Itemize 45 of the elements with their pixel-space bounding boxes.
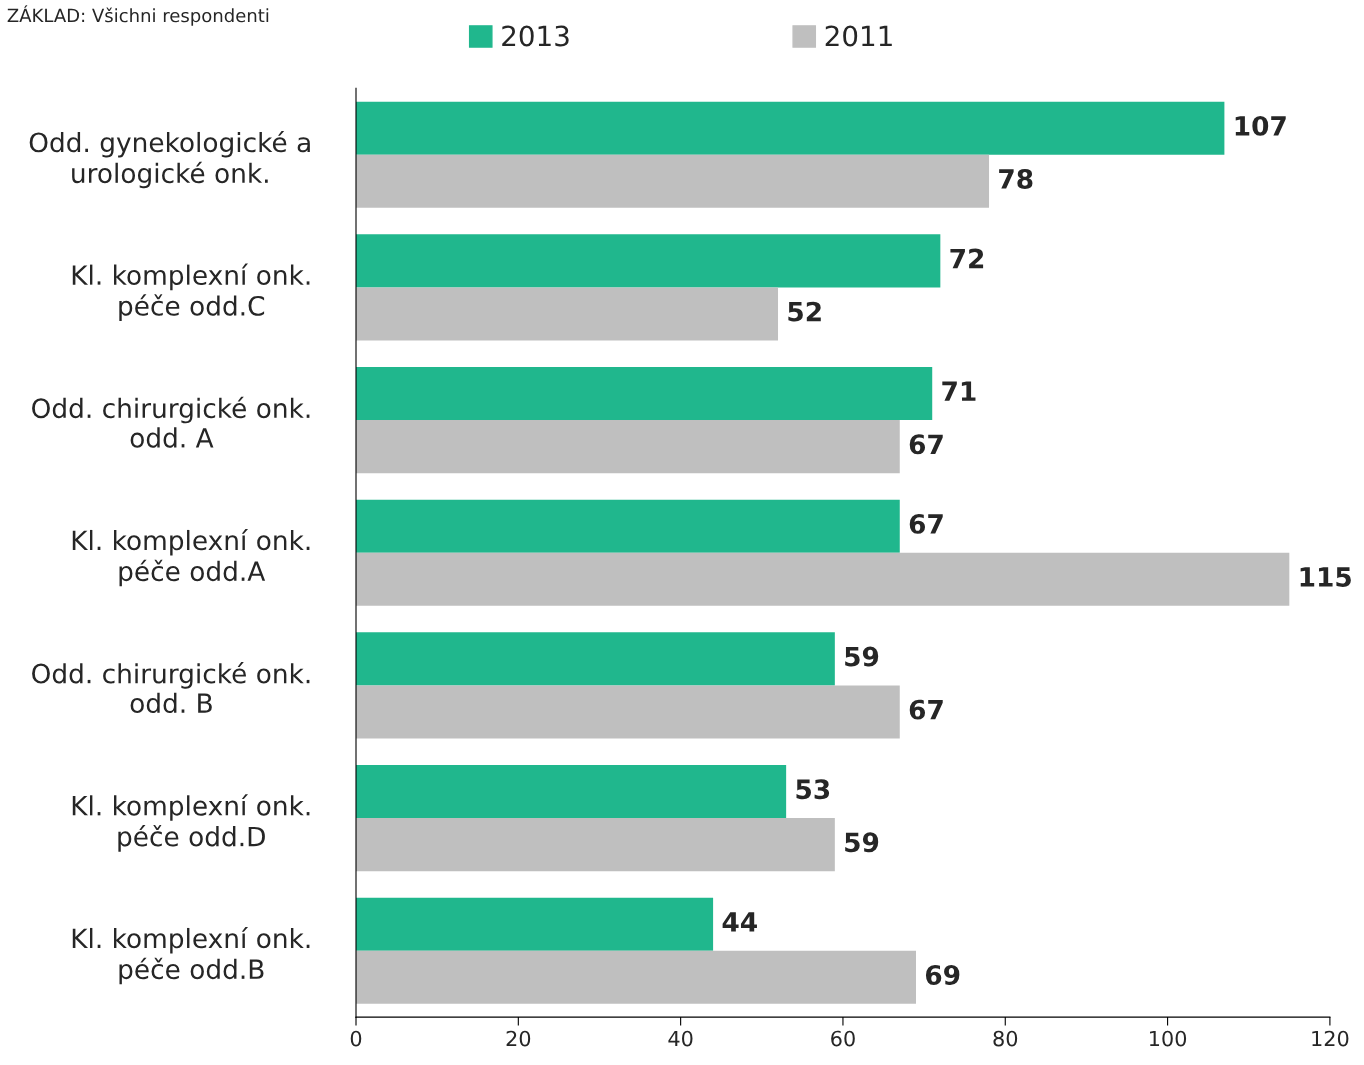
data-label: 115 — [1300, 567, 1351, 587]
bar — [356, 765, 787, 819]
bar — [356, 234, 941, 288]
data-label: 69 — [925, 965, 960, 985]
data-label: 52 — [788, 301, 821, 322]
data-label: 107 — [1235, 115, 1286, 136]
x-tick-label: 120 — [1312, 1030, 1349, 1047]
data-label: 59 — [845, 832, 879, 853]
y-tick-label: Kl. komplexní onk. péče odd.A — [72, 528, 310, 587]
y-tick-label: Kl. komplexní onk. péče odd.C — [72, 263, 310, 321]
data-label: 53 — [796, 779, 830, 800]
x-tick-label: 40 — [668, 1030, 693, 1047]
bar — [356, 154, 990, 208]
bar — [356, 950, 916, 1004]
bar — [356, 367, 933, 421]
x-tick-label: 80 — [993, 1030, 1018, 1047]
bar — [356, 685, 900, 739]
legend-label: 2013 — [502, 25, 569, 47]
y-tick-label: Odd. chirurgické onk. odd. B — [32, 662, 310, 714]
x-tick-label: 60 — [831, 1030, 855, 1047]
bar — [356, 499, 900, 553]
bar — [356, 897, 714, 951]
data-label: 67 — [909, 699, 943, 720]
x-tick-label: 20 — [506, 1030, 531, 1047]
y-tick-label: Kl. komplexní onk. péče odd.B — [72, 926, 310, 985]
data-label: 71 — [942, 381, 976, 401]
bar — [356, 818, 835, 872]
data-label: 67 — [909, 513, 943, 534]
data-label: 67 — [909, 434, 943, 455]
bar — [356, 287, 779, 341]
bar — [356, 420, 900, 474]
data-label: 59 — [845, 646, 879, 667]
x-tick-label: 100 — [1149, 1030, 1187, 1047]
data-label: 72 — [950, 248, 984, 269]
y-tick-label: Odd. chirurgické onk. odd. A — [32, 396, 310, 448]
y-tick-label: Kl. komplexní onk. péče odd.D — [72, 794, 310, 852]
data-label: 44 — [722, 912, 757, 932]
x-tick-label: 0 — [350, 1030, 362, 1047]
text: ZÁKLAD: Všichni respondenti — [7, 5, 269, 26]
data-label: 78 — [999, 168, 1033, 189]
bar — [356, 632, 835, 686]
y-tick-label: Odd. gynekologické a urologické onk. — [29, 130, 310, 189]
bar — [356, 101, 1225, 155]
legend-label: 2011 — [825, 25, 892, 47]
bar — [356, 552, 1290, 606]
